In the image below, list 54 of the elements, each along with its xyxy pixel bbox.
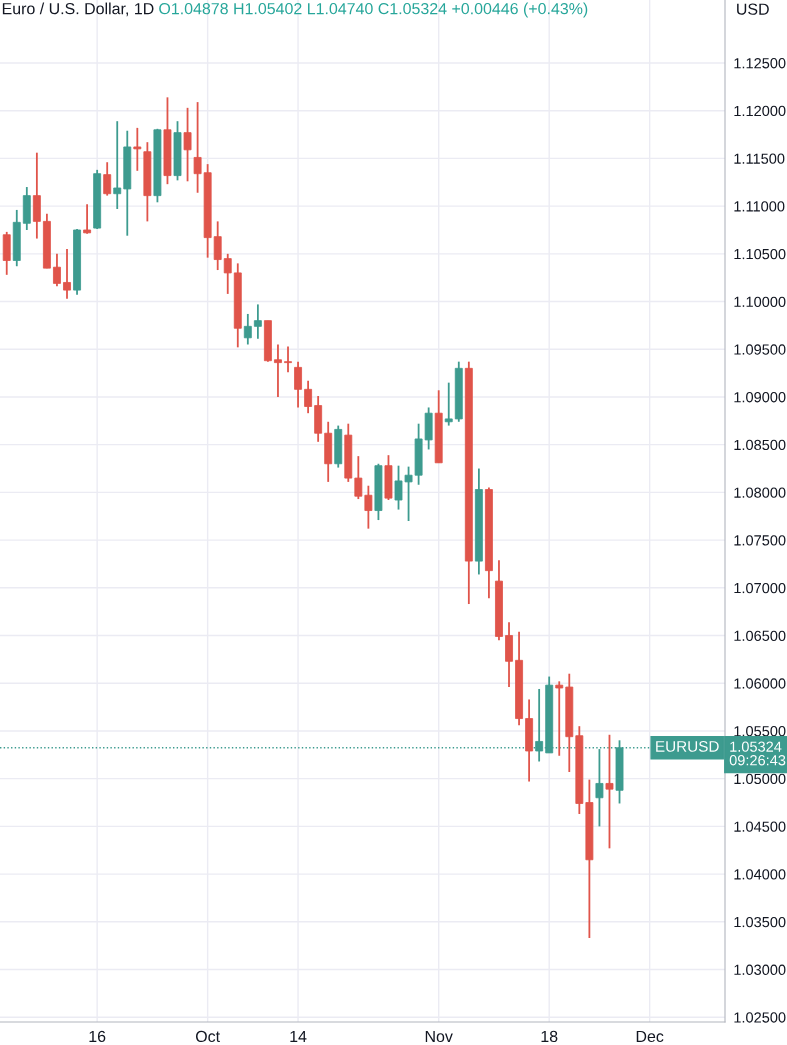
x-tick-label: 14 (290, 1030, 307, 1042)
y-tick-label: 1.09000 (734, 392, 786, 403)
y-tick-label: 1.06000 (734, 678, 786, 689)
y-tick-label: 1.08000 (734, 487, 786, 498)
candlestick (284, 345, 292, 374)
candlestick (223, 252, 232, 295)
y-tick-label: 1.09500 (734, 344, 786, 355)
candlestick (294, 360, 302, 409)
x-tick-label: 16 (89, 1030, 106, 1043)
text: 09:26:43 (729, 755, 786, 766)
y-tick-label: 1.02500 (734, 1012, 786, 1023)
candlestick (253, 303, 262, 340)
candlestick (103, 161, 112, 197)
y-tick-label: 1.10000 (734, 296, 786, 307)
candlestick (63, 248, 71, 300)
y-tick-label: 1.10500 (734, 248, 786, 260)
candlestick (133, 126, 142, 172)
y-tick-label: 1.05000 (734, 773, 786, 785)
y-tick-label: 1.11000 (734, 201, 785, 212)
y-tick-label: 1.12000 (734, 105, 786, 117)
candlestick (183, 106, 192, 183)
y-tick-label: 1.06500 (734, 630, 786, 641)
candlestick (243, 313, 252, 346)
candlestick (304, 379, 313, 415)
x-tick-label: 18 (541, 1030, 558, 1043)
candlestick (213, 220, 222, 271)
candlestick (83, 203, 92, 235)
y-tick-label: 1.03000 (734, 964, 786, 975)
chart-title: Euro / U.S. Dollar, 1D (2, 2, 154, 17)
y-tick-label: 1.04500 (734, 821, 786, 832)
ref-line-label: EURUSD (656, 741, 719, 752)
chart-subtitle: O1.04878 H1.05402 L1.04740 C1.05324 +0.00446 (+0.43%) (159, 2, 588, 18)
text: 1.05324 (730, 741, 782, 752)
x-tick-label: Nov (425, 1030, 453, 1043)
candlestick (555, 680, 564, 757)
candlestick (354, 455, 363, 500)
candlestick (53, 252, 61, 288)
x-tick-label: Oct (195, 1030, 220, 1043)
candlestick (274, 343, 282, 398)
candlestick (364, 484, 373, 530)
candlestick (595, 748, 604, 828)
x-tick-label: Dec (636, 1030, 664, 1043)
y-tick-label: 1.04000 (734, 869, 786, 880)
y-tick-label: 1.03500 (734, 916, 786, 928)
y-tick-label: 1.12500 (734, 58, 786, 69)
candlestick (444, 381, 453, 427)
candlestick (605, 733, 614, 850)
y-axis-title: USD (737, 3, 769, 15)
y-tick-label: 1.07000 (734, 582, 786, 594)
candlestick (113, 120, 122, 210)
y-tick-label: 1.08500 (734, 439, 786, 451)
y-tick-label: 1.11500 (734, 153, 785, 164)
y-tick-label: 1.05500 (734, 726, 786, 737)
y-tick-label: 1.07500 (734, 535, 786, 546)
